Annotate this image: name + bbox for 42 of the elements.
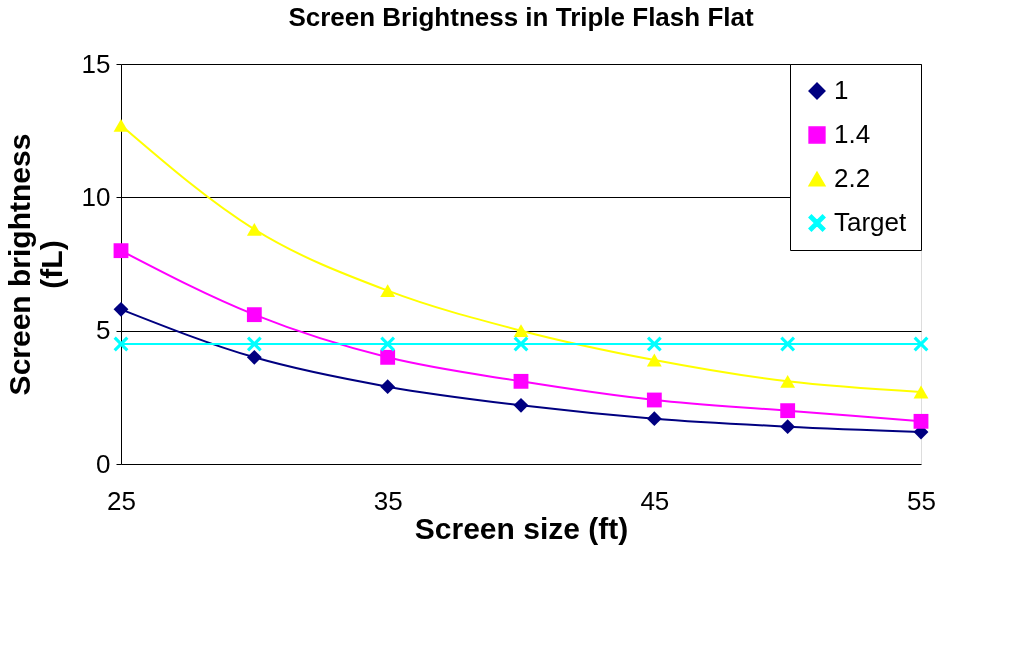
legend-label: 1.4 — [834, 119, 871, 149]
legend-label: Target — [834, 207, 908, 237]
point — [646, 392, 662, 408]
point — [246, 307, 262, 323]
point — [646, 336, 662, 352]
y-tick-label: 10 — [81, 181, 111, 212]
point — [113, 301, 129, 317]
point — [913, 413, 929, 429]
legend-label: 2.2 — [834, 163, 871, 193]
y-axis-title: Screen brightness (fL) — [2, 133, 68, 396]
x-tick-label: 55 — [907, 485, 936, 516]
point — [246, 222, 262, 236]
legend-label: 1 — [834, 75, 849, 105]
y-tick-label: 0 — [96, 448, 111, 479]
x-tick-label: 45 — [640, 485, 670, 516]
y-tick-label: 5 — [96, 315, 111, 346]
x-tick-label: 35 — [373, 485, 403, 516]
point — [113, 118, 129, 132]
point — [513, 397, 529, 413]
chart-title: Screen Brightness in Triple Flash Flat — [288, 2, 754, 32]
point — [513, 336, 529, 352]
point — [646, 411, 662, 427]
point — [513, 373, 529, 389]
point — [380, 284, 396, 298]
point — [780, 374, 796, 388]
x-tick-label: 25 — [107, 485, 136, 516]
point — [113, 336, 129, 352]
point — [913, 385, 929, 399]
point — [913, 336, 929, 352]
point — [246, 336, 262, 352]
point — [646, 353, 662, 367]
point — [780, 336, 796, 352]
y-tick-label: 15 — [81, 48, 111, 79]
x-axis-title: Screen size (ft) — [414, 511, 629, 545]
point — [513, 324, 529, 338]
point — [780, 403, 796, 419]
point — [380, 379, 396, 395]
point — [246, 349, 262, 365]
point — [780, 419, 796, 435]
point — [380, 336, 396, 352]
point — [380, 349, 396, 365]
point — [113, 243, 129, 259]
